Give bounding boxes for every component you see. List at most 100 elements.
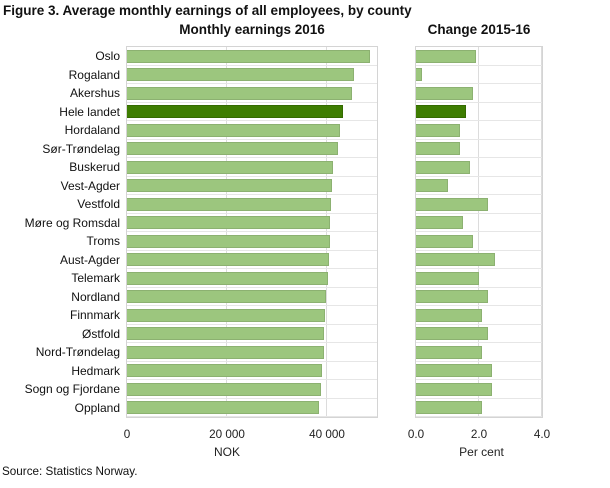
earnings-bar — [127, 197, 331, 211]
change-bar — [416, 123, 461, 137]
category-label: Nord-Trøndelag — [35, 345, 120, 359]
category-label: Buskerud — [69, 160, 120, 174]
category-label: Vest-Agder — [60, 178, 120, 193]
earnings-bar — [127, 364, 322, 377]
gridline — [478, 47, 479, 417]
change-bar — [416, 179, 448, 192]
earnings-bar — [127, 345, 324, 359]
earnings-bar — [127, 86, 352, 100]
chart-row — [416, 399, 542, 417]
chart-row — [416, 380, 542, 399]
change-x-axis-label: Per cent — [459, 445, 504, 459]
category-label: Hele landet — [59, 104, 120, 119]
chart-row — [127, 84, 377, 103]
chart-row — [127, 121, 377, 140]
gridline — [326, 47, 327, 417]
chart-row — [416, 343, 542, 362]
category-label: Finnmark — [69, 308, 120, 322]
category-label: Østfold — [81, 326, 120, 341]
chart-row — [416, 232, 542, 251]
change-bar — [416, 142, 461, 155]
change-bar — [416, 86, 473, 100]
change-bar — [416, 197, 489, 211]
chart-row — [416, 158, 542, 177]
chart-row — [416, 140, 542, 158]
category-label: Hedmark — [71, 363, 120, 378]
earnings-bar — [127, 68, 354, 81]
earnings-bar — [127, 142, 338, 155]
category-label: Nordland — [71, 289, 120, 304]
x-tick-label: 0.0 — [407, 428, 425, 441]
change-bar — [416, 345, 483, 359]
change-bar — [416, 382, 492, 396]
chart-row — [416, 47, 542, 66]
earnings-bar — [127, 401, 319, 414]
change-bar — [416, 364, 492, 377]
chart-row — [127, 66, 377, 84]
chart-row — [127, 362, 377, 380]
earnings-x-ticks: 0 20 000 40 000 — [124, 417, 377, 441]
category-label: Akershus — [69, 86, 120, 100]
change-bar — [416, 271, 479, 285]
chart-row — [416, 288, 542, 306]
earnings-bar — [127, 290, 326, 303]
change-bar-highlight — [416, 105, 467, 118]
change-bar — [416, 401, 483, 414]
source-note: Source: Statistics Norway. — [2, 465, 138, 478]
category-label: Sogn og Fjordane — [24, 382, 120, 396]
chart-row — [127, 103, 377, 121]
earnings-bar — [127, 327, 324, 340]
change-bar — [416, 308, 483, 322]
chart-row — [127, 158, 377, 177]
x-tick-label: 20 000 — [209, 428, 245, 441]
change-bar — [416, 234, 473, 248]
chart-row — [416, 325, 542, 343]
earnings-bar — [127, 382, 321, 396]
change-bar — [416, 160, 470, 174]
chart-row — [127, 325, 377, 343]
right-panel-title: Change 2015-16 — [427, 22, 531, 37]
chart-row — [127, 269, 377, 288]
gridline — [541, 47, 542, 417]
earnings-bar — [127, 179, 332, 192]
chart-row — [127, 306, 377, 325]
earnings-plot: 0 20 000 40 000 NOK — [124, 46, 378, 459]
chart-row — [416, 306, 542, 325]
category-axis: Oslo Rogaland Akershus Hele landet Hordaland… — [0, 47, 120, 417]
earnings-bar-highlight — [127, 105, 343, 118]
change-x-ticks: 0.0 2.0 4.0 — [408, 417, 550, 441]
category-label: Hordaland — [64, 123, 120, 137]
chart-row — [416, 251, 542, 269]
x-tick-label: 2.0 — [470, 428, 488, 441]
figure-title: Figure 3. Average monthly earnings of al… — [3, 3, 412, 18]
chart-row — [127, 232, 377, 251]
change-bar — [416, 327, 489, 340]
change-bar — [416, 290, 489, 303]
category-label: Vestfold — [77, 197, 120, 211]
chart-row — [127, 195, 377, 214]
chart-row — [127, 214, 377, 232]
change-bar — [416, 49, 476, 63]
category-label: Troms — [86, 234, 120, 248]
chart-row — [416, 362, 542, 380]
chart-row — [416, 66, 542, 84]
category-label: Møre og Romsdal — [24, 215, 120, 230]
earnings-bar — [127, 271, 328, 285]
chart-row — [127, 399, 377, 417]
change-plot: 0.0 2.0 4.0 Per cent — [408, 46, 550, 459]
category-label: Aust-Agder — [59, 252, 120, 267]
category-label: Sør-Trøndelag — [42, 141, 120, 156]
chart-row — [416, 103, 542, 121]
chart-row — [127, 343, 377, 362]
x-tick-label: 0 — [123, 428, 131, 441]
chart-row — [416, 177, 542, 195]
change-bar — [416, 216, 464, 229]
chart-row — [416, 195, 542, 214]
earnings-bar — [127, 123, 340, 137]
chart-row — [416, 84, 542, 103]
category-label: Oppland — [74, 400, 120, 415]
earnings-bar — [127, 49, 370, 63]
gridline — [226, 47, 227, 417]
chart-row — [127, 251, 377, 269]
